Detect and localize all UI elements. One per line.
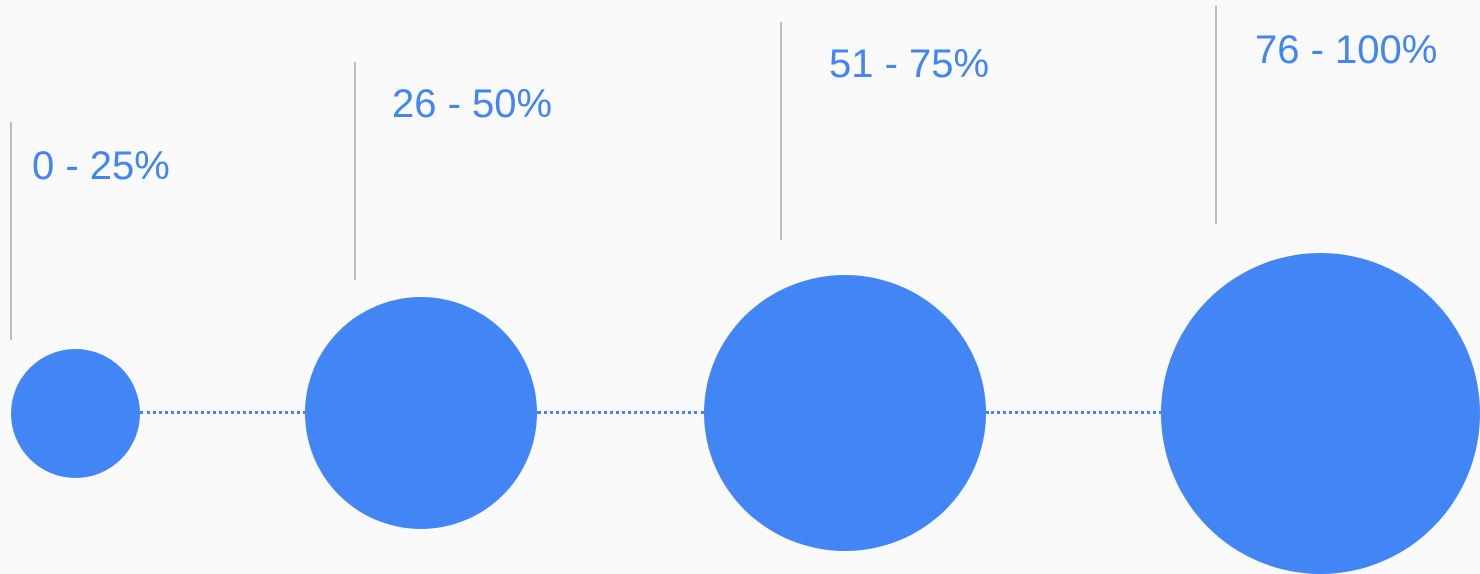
divider-line-1 <box>10 122 12 340</box>
stage-circle-1 <box>11 349 140 478</box>
divider-line-2 <box>354 62 356 280</box>
stage-label-3: 51 - 75% <box>829 42 990 86</box>
stage-circle-4 <box>1161 253 1480 574</box>
divider-line-3 <box>780 22 782 240</box>
connector-2 <box>537 411 705 414</box>
stage-circle-3 <box>704 275 986 551</box>
stage-label-1: 0 - 25% <box>32 144 170 188</box>
stage-label-2: 26 - 50% <box>392 82 553 126</box>
divider-line-4 <box>1215 6 1217 224</box>
stage-circle-2 <box>305 297 537 529</box>
connector-1 <box>140 411 306 414</box>
connector-3 <box>986 411 1162 414</box>
stage-label-4: 76 - 100% <box>1255 28 1438 72</box>
